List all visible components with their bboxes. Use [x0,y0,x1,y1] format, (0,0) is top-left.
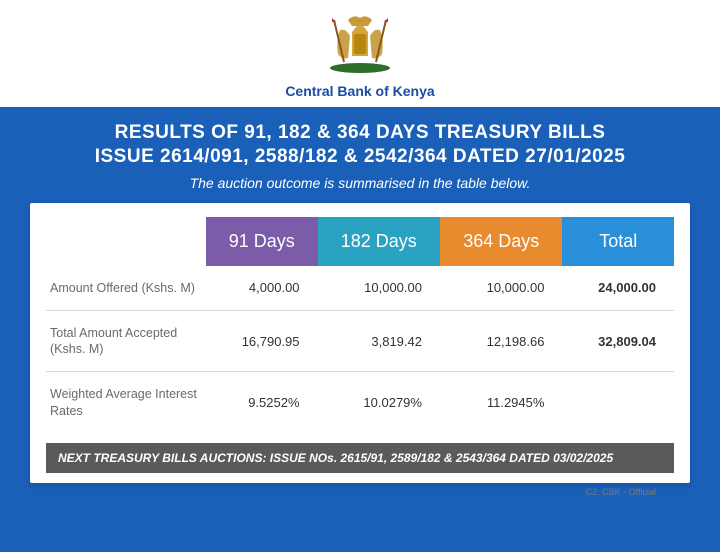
row-label: Amount Offered (Kshs. M) [46,266,206,311]
table-header-row: 91 Days 182 Days 364 Days Total [46,217,674,266]
col-head-364: 364 Days [440,217,562,266]
coat-of-arms-logo [318,12,402,79]
content-area: 91 Days 182 Days 364 Days Total Amount O… [0,203,720,552]
cell: 10.0279% [318,372,440,433]
table-row: Amount Offered (Kshs. M) 4,000.00 10,000… [46,266,674,311]
title-line-2: ISSUE 2614/091, 2588/182 & 2542/364 DATE… [20,145,700,169]
next-auction-bar: NEXT TREASURY BILLS AUCTIONS: ISSUE NOs.… [46,443,674,473]
header: Central Bank of Kenya [0,0,720,107]
row-label: Total Amount Accepted (Kshs. M) [46,310,206,372]
table-row: Weighted Average Interest Rates 9.5252% … [46,372,674,433]
cell: 3,819.42 [318,310,440,372]
col-head-182: 182 Days [318,217,440,266]
cell: 4,000.00 [206,266,318,311]
subtitle: The auction outcome is summarised in the… [20,175,700,191]
cell: 16,790.95 [206,310,318,372]
table-row: Total Amount Accepted (Kshs. M) 16,790.9… [46,310,674,372]
classification-footnote: C2. CBK - Official [30,483,690,497]
cell-total [562,372,674,433]
page: Central Bank of Kenya RESULTS OF 91, 182… [0,0,720,552]
cell: 9.5252% [206,372,318,433]
results-table: 91 Days 182 Days 364 Days Total Amount O… [46,217,674,433]
cell-total: 32,809.04 [562,310,674,372]
results-table-card: 91 Days 182 Days 364 Days Total Amount O… [30,203,690,483]
col-head-91: 91 Days [206,217,318,266]
cell-total: 24,000.00 [562,266,674,311]
cell: 12,198.66 [440,310,562,372]
cell: 11.2945% [440,372,562,433]
row-label: Weighted Average Interest Rates [46,372,206,433]
title-block: RESULTS OF 91, 182 & 364 DAYS TREASURY B… [0,107,720,203]
blank-header [46,217,206,266]
cell: 10,000.00 [318,266,440,311]
col-head-total: Total [562,217,674,266]
cell: 10,000.00 [440,266,562,311]
bank-name: Central Bank of Kenya [0,83,720,99]
title-line-1: RESULTS OF 91, 182 & 364 DAYS TREASURY B… [20,121,700,145]
